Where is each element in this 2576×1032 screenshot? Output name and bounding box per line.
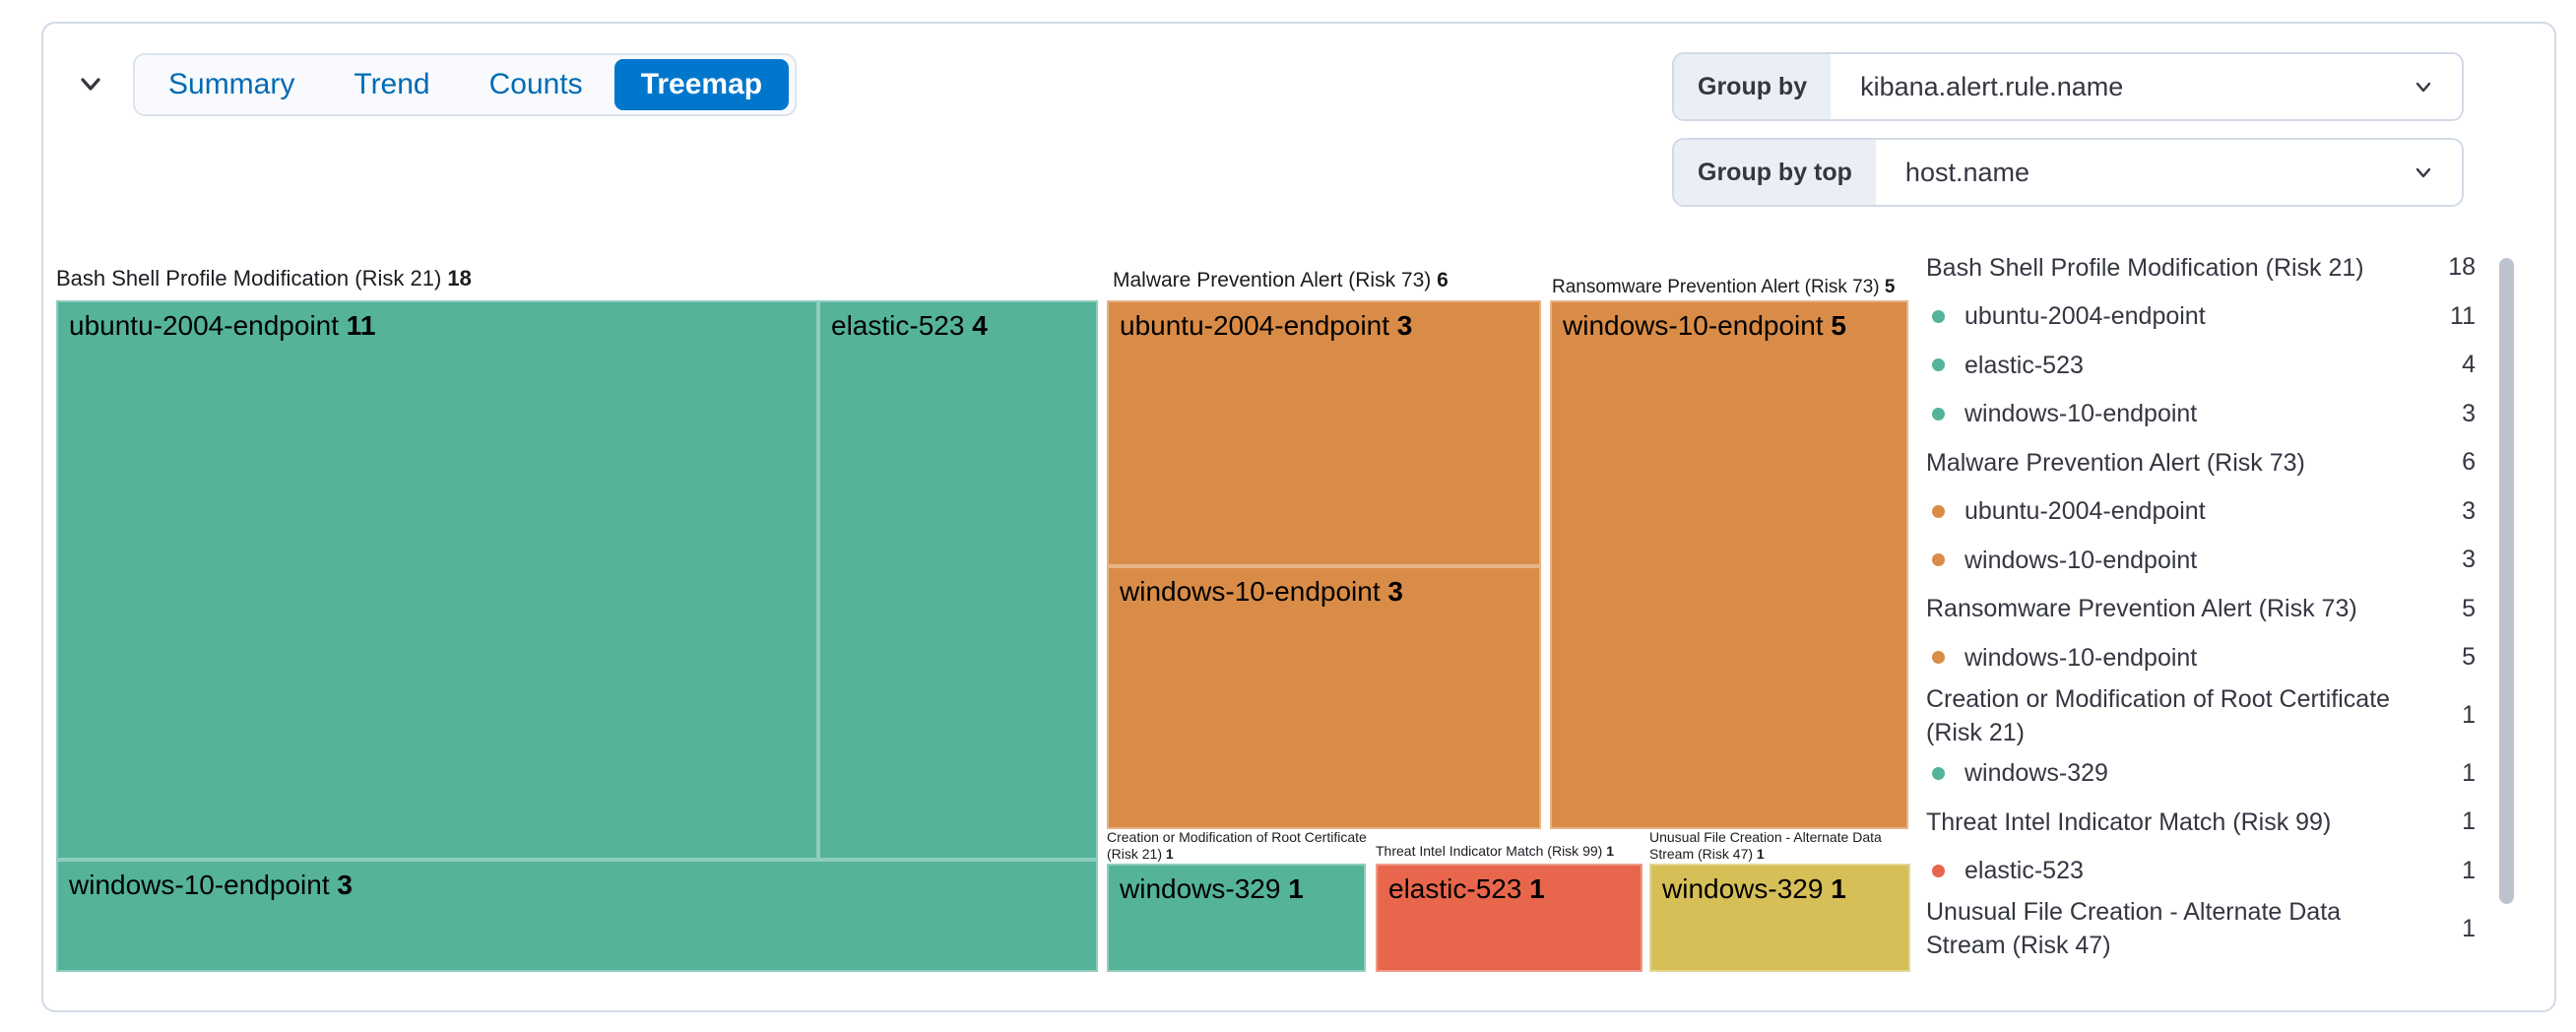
legend-dot-icon (1932, 864, 1945, 877)
legend-dot-icon (1932, 766, 1945, 780)
legend-scrollbar-thumb[interactable] (2499, 258, 2514, 904)
treemap-cell[interactable]: windows-10-endpoint 3 (56, 860, 1098, 972)
view-tab-group: Summary Trend Counts Treemap (133, 53, 798, 116)
legend-group-item[interactable]: Threat Intel Indicator Match (Risk 99) 1 (1926, 807, 2476, 836)
legend-item[interactable]: windows-10-endpoint 5 (1926, 633, 2476, 682)
legend-dot-icon (1932, 309, 1945, 323)
treemap-group-header: Creation or Modification of Root Certifi… (1107, 829, 1367, 862)
tab-trend[interactable]: Trend (354, 68, 430, 100)
treemap-group-header: Bash Shell Profile Modification (Risk 21… (56, 266, 472, 290)
legend-item[interactable]: ubuntu-2004-endpoint 3 (1926, 487, 2476, 537)
legend-item[interactable]: windows-10-endpoint 3 (1926, 390, 2476, 439)
treemap-group-header: Unusual File Creation - Alternate Data S… (1649, 829, 1882, 862)
treemap-group-header: Threat Intel Indicator Match (Risk 99) 1 (1376, 843, 1614, 859)
group-by-label: Group by (1674, 54, 1832, 119)
treemap-cell[interactable]: windows-329 1 (1649, 864, 1910, 972)
legend-group-item[interactable]: Unusual File Creation - Alternate Data S… (1926, 898, 2476, 959)
legend-group-item[interactable]: Bash Shell Profile Modification (Risk 21… (1926, 253, 2476, 282)
tab-counts[interactable]: Counts (488, 68, 583, 100)
treemap-cell[interactable]: windows-329 1 (1107, 864, 1366, 972)
group-by-top-value: host.name (1904, 157, 2029, 187)
legend-dot-icon (1932, 358, 1945, 372)
legend-dot-icon (1932, 407, 1945, 420)
legend-dot-icon (1932, 651, 1945, 665)
tab-summary[interactable]: Summary (168, 68, 295, 100)
treemap-cell[interactable]: windows-10-endpoint 3 (1107, 566, 1541, 829)
legend-dot-icon (1932, 553, 1945, 567)
legend-group-item[interactable]: Malware Prevention Alert (Risk 73) 6 (1926, 448, 2476, 477)
treemap-cell[interactable]: elastic-523 4 (818, 300, 1098, 860)
chevron-down-icon (2411, 54, 2462, 119)
treemap-cell[interactable]: ubuntu-2004-endpoint 11 (56, 300, 818, 860)
collapse-panel-button[interactable] (69, 63, 112, 106)
legend-item[interactable]: ubuntu-2004-endpoint 11 (1926, 292, 2476, 342)
tab-treemap[interactable]: Treemap (613, 59, 790, 110)
legend-dot-icon (1932, 504, 1945, 518)
group-by-value: kibana.alert.rule.name (1860, 71, 2124, 101)
legend-item[interactable]: windows-10-endpoint 3 (1926, 536, 2476, 585)
treemap-cell[interactable]: elastic-523 1 (1376, 864, 1642, 972)
chevron-down-icon (74, 67, 107, 103)
group-by-top-select[interactable]: Group by top host.name (1672, 138, 2464, 207)
legend-group-item[interactable]: Creation or Modification of Root Certifi… (1926, 684, 2476, 746)
treemap-legend: Bash Shell Profile Modification (Risk 21… (1926, 243, 2476, 962)
treemap-group-header: Malware Prevention Alert (Risk 73) 6 (1113, 269, 1449, 291)
treemap-group-header: Ransomware Prevention Alert (Risk 73) 5 (1552, 277, 1896, 297)
legend-item[interactable]: windows-329 1 (1926, 749, 2476, 799)
treemap-cell[interactable]: windows-10-endpoint 5 (1550, 300, 1908, 829)
legend-item[interactable]: elastic-523 4 (1926, 341, 2476, 390)
group-by-top-label: Group by top (1674, 140, 1876, 205)
legend-item[interactable]: elastic-523 1 (1926, 847, 2476, 896)
treemap-cell[interactable]: ubuntu-2004-endpoint 3 (1107, 300, 1541, 566)
legend-group-item[interactable]: Ransomware Prevention Alert (Risk 73) 5 (1926, 594, 2476, 623)
chevron-down-icon (2411, 140, 2462, 205)
group-by-select[interactable]: Group by kibana.alert.rule.name (1672, 52, 2464, 121)
